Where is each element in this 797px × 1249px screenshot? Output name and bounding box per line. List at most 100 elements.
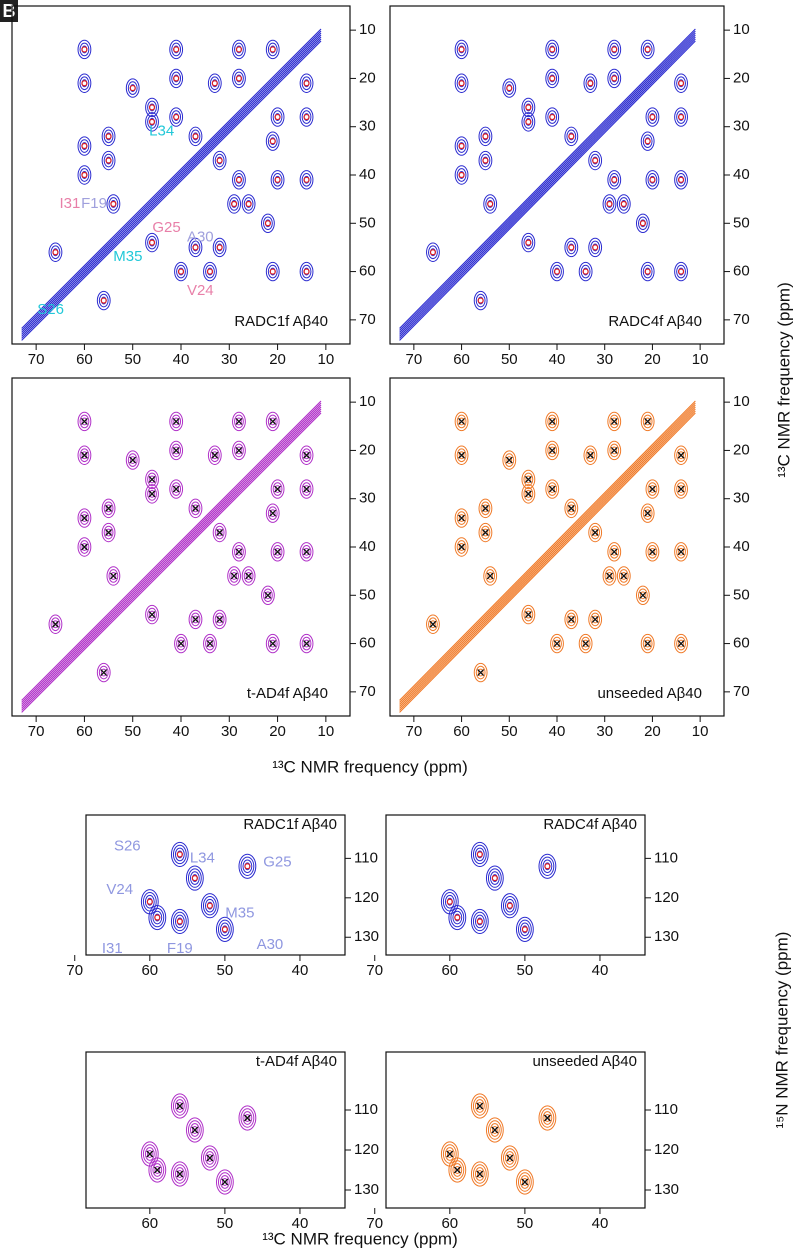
peak-contour: [517, 1172, 532, 1192]
diagonal-contour: [21, 410, 322, 711]
assignment-label: M35: [113, 248, 142, 265]
y-tick-label: 20: [733, 69, 750, 86]
peak-marker: [245, 572, 253, 580]
peak-contour: [676, 173, 686, 187]
peak-contour: [525, 475, 532, 484]
x-tick-label: 50: [124, 723, 141, 740]
peak: [101, 498, 116, 519]
peak-contour: [545, 440, 560, 461]
peak-contour: [483, 194, 498, 214]
peak-contour: [485, 197, 496, 211]
peak: [188, 498, 203, 519]
peak-contour: [428, 245, 438, 260]
peak: [227, 194, 242, 214]
peak-contour: [547, 443, 558, 458]
peak-contour: [105, 528, 112, 537]
peak-contour: [547, 42, 558, 57]
peak-marker: [477, 297, 484, 304]
peak: [502, 78, 517, 98]
peak-contour: [640, 261, 655, 282]
peak-contour: [474, 1167, 485, 1181]
peak-contour: [450, 1160, 465, 1180]
peak-contour: [234, 414, 244, 429]
peak: [299, 261, 314, 282]
peak-contour: [232, 440, 246, 461]
peak-contour: [204, 898, 215, 913]
peak-marker: [177, 640, 185, 648]
peak-contour: [476, 1170, 483, 1178]
assignment-label: V24: [106, 881, 133, 898]
peak: [616, 194, 631, 214]
y-tick-label: 60: [359, 263, 376, 280]
peak-marker: [303, 80, 310, 87]
x-tick-label: 60: [76, 723, 93, 740]
peak-marker: [644, 268, 651, 275]
peak-marker: [81, 80, 88, 87]
peak-contour: [604, 569, 615, 583]
peak-contour: [189, 1123, 200, 1137]
peak-contour: [169, 68, 184, 89]
peak-contour: [77, 73, 92, 93]
peak-contour: [269, 509, 276, 518]
peak-contour: [231, 572, 238, 580]
peak-contour: [215, 1169, 234, 1195]
peak: [538, 853, 557, 879]
peak-contour: [270, 542, 285, 562]
assignment-label: A30: [187, 229, 214, 246]
peak-marker: [677, 176, 685, 183]
peak-contour: [458, 543, 465, 551]
peak: [232, 68, 246, 89]
peak-contour: [515, 916, 534, 942]
peak-marker: [274, 113, 281, 121]
peak-contour: [236, 547, 242, 556]
peak-marker: [192, 504, 199, 512]
assignment-label: I31: [60, 195, 81, 212]
peak-marker: [206, 640, 214, 648]
peak-marker: [486, 572, 494, 580]
peak-contour: [676, 636, 686, 651]
peak-contour: [542, 859, 553, 874]
x-tick-label: 40: [592, 962, 609, 979]
peak-marker: [153, 1166, 161, 1174]
peak-contour: [475, 665, 486, 680]
peak-marker: [453, 1166, 461, 1174]
peak: [188, 126, 203, 147]
peak-contour: [301, 110, 312, 124]
diagonal-contour: [399, 32, 696, 333]
x-tick-label: 70: [406, 351, 423, 368]
peak-contour: [178, 639, 184, 648]
peak-contour: [77, 411, 92, 432]
peak-marker: [172, 485, 180, 493]
peak-contour: [590, 525, 601, 540]
x-tick-label: 60: [453, 723, 470, 740]
peak-marker: [245, 200, 252, 208]
diagonal-contour: [21, 400, 322, 701]
peak: [521, 112, 536, 132]
peak-contour: [521, 469, 536, 490]
peak-contour: [191, 1126, 198, 1134]
peak: [77, 508, 92, 528]
x-tick-label: 10: [318, 723, 335, 740]
peak-contour: [566, 240, 577, 255]
peak: [77, 445, 92, 465]
peak-marker: [269, 46, 276, 53]
peak-marker: [491, 1126, 499, 1134]
peak-contour: [101, 522, 116, 543]
peak-marker: [230, 572, 238, 580]
peak-contour: [108, 569, 119, 583]
peak: [48, 614, 63, 634]
y-tick-label: 40: [359, 538, 376, 555]
peak-marker: [620, 200, 627, 208]
x-tick-label: 10: [692, 351, 709, 368]
peak-contour: [206, 1154, 213, 1162]
plot-area: [399, 400, 696, 713]
peak-contour: [234, 443, 244, 458]
peak: [169, 411, 184, 432]
peak-contour: [272, 110, 283, 124]
peak-contour: [491, 1126, 498, 1134]
y-tick-label: 110: [654, 1101, 678, 1118]
peak: [564, 498, 579, 519]
peak: [545, 107, 560, 127]
x-tick-label: 10: [318, 351, 335, 368]
peak-contour: [172, 844, 187, 865]
